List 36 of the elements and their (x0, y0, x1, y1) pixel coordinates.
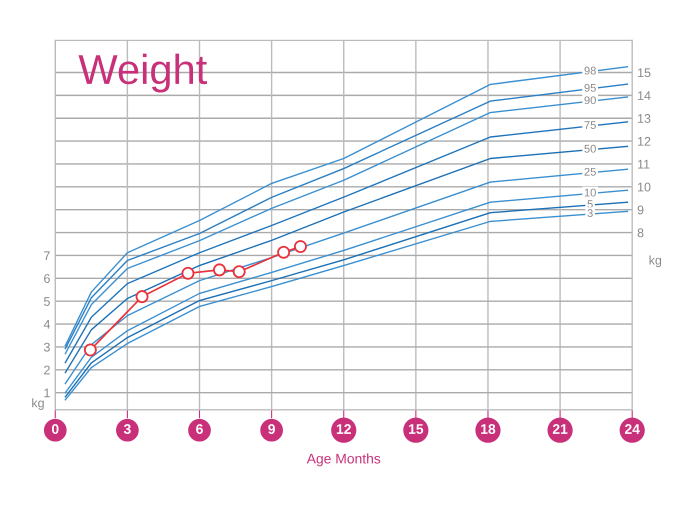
x-tick-label: 9 (268, 424, 275, 434)
x-tick-label: 24 (624, 424, 640, 434)
chart-title: Weight (78, 54, 207, 93)
y2-tick-label: 11 (638, 160, 650, 169)
series-label: 25 (584, 168, 596, 176)
y2-tick-label: 9 (638, 206, 644, 214)
y-tick-label: 6 (44, 274, 50, 283)
y2-tick-label: 14 (638, 91, 651, 100)
y2-tick-label: 12 (638, 136, 650, 146)
series-label: 50 (584, 144, 596, 153)
y-axis-title: kg (32, 398, 44, 410)
series-label: 90 (584, 96, 596, 104)
y-tick-label: 7 (44, 251, 50, 260)
y2-axis-title: kg (650, 255, 662, 268)
y2-tick-label: 15 (638, 68, 650, 78)
x-tick-label: 12 (336, 424, 351, 434)
y-tick-label: 2 (44, 366, 50, 374)
y-tick-label: 3 (44, 342, 50, 352)
y-tick-label: 5 (44, 297, 50, 306)
series-label: 95 (584, 84, 596, 92)
y-tick-label: 4 (44, 320, 50, 329)
x-tick-label: 3 (124, 424, 131, 434)
series-label: 75 (584, 121, 596, 129)
y2-tick-label: 13 (638, 114, 650, 123)
series-label: 98 (584, 66, 596, 75)
x-tick-label: 15 (409, 424, 424, 434)
series-label: 3 (587, 209, 593, 218)
y-tick-label: 1 (44, 388, 50, 398)
x-tick-label: 0 (52, 424, 59, 434)
y2-tick-label: 8 (638, 228, 644, 238)
x-tick-label: 6 (196, 424, 203, 434)
x-axis-title: Age Months (306, 453, 380, 466)
x-tick-label: 18 (481, 424, 496, 434)
series-label: 10 (584, 188, 596, 197)
x-tick-label: 21 (552, 424, 568, 434)
y2-tick-label: 10 (638, 182, 650, 192)
